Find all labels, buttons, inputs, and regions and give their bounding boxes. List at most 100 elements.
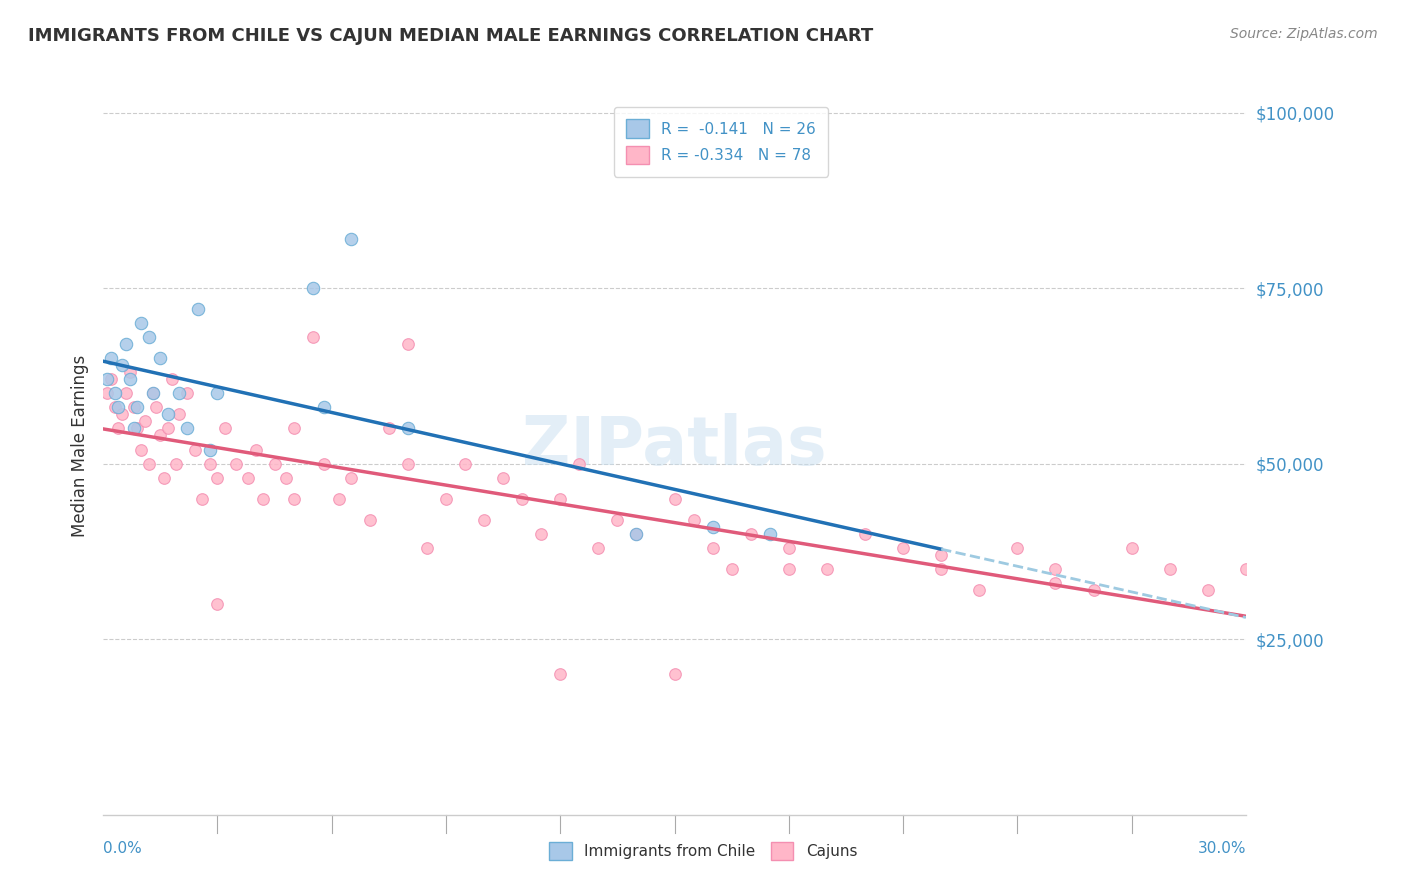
- Text: IMMIGRANTS FROM CHILE VS CAJUN MEDIAN MALE EARNINGS CORRELATION CHART: IMMIGRANTS FROM CHILE VS CAJUN MEDIAN MA…: [28, 27, 873, 45]
- Point: [252, 491, 274, 506]
- Point: [378, 421, 401, 435]
- Point: [225, 457, 247, 471]
- Point: [169, 408, 191, 422]
- Point: [434, 491, 457, 506]
- Point: [929, 562, 952, 576]
- Point: [740, 526, 762, 541]
- Point: [548, 491, 571, 506]
- Point: [115, 337, 138, 351]
- Legend: Immigrants from Chile, Cajuns: Immigrants from Chile, Cajuns: [543, 836, 863, 866]
- Point: [720, 562, 742, 576]
- Point: [111, 358, 134, 372]
- Point: [107, 421, 129, 435]
- Point: [176, 386, 198, 401]
- Point: [149, 428, 172, 442]
- Point: [891, 541, 914, 555]
- Point: [207, 470, 229, 484]
- Point: [853, 526, 876, 541]
- Point: [530, 526, 553, 541]
- Y-axis label: Median Male Earnings: Median Male Earnings: [72, 355, 89, 537]
- Point: [312, 401, 335, 415]
- Point: [283, 491, 305, 506]
- Point: [183, 442, 205, 457]
- Point: [664, 491, 686, 506]
- Point: [626, 526, 648, 541]
- Point: [156, 421, 179, 435]
- Point: [198, 442, 221, 457]
- Point: [129, 442, 152, 457]
- Point: [274, 470, 297, 484]
- Point: [1083, 582, 1105, 597]
- Point: [588, 541, 610, 555]
- Point: [198, 457, 221, 471]
- Point: [778, 562, 800, 576]
- Point: [96, 372, 118, 386]
- Point: [118, 372, 141, 386]
- Point: [191, 491, 214, 506]
- Point: [626, 526, 648, 541]
- Point: [122, 401, 145, 415]
- Text: Source: ZipAtlas.com: Source: ZipAtlas.com: [1230, 27, 1378, 41]
- Point: [778, 541, 800, 555]
- Point: [245, 442, 267, 457]
- Point: [134, 414, 156, 428]
- Point: [472, 513, 495, 527]
- Point: [1197, 582, 1219, 597]
- Point: [214, 421, 236, 435]
- Point: [339, 470, 361, 484]
- Point: [207, 386, 229, 401]
- Point: [664, 667, 686, 681]
- Point: [1234, 562, 1257, 576]
- Point: [107, 401, 129, 415]
- Point: [606, 513, 628, 527]
- Text: ZIPatlas: ZIPatlas: [522, 413, 827, 479]
- Point: [929, 548, 952, 562]
- Point: [682, 513, 704, 527]
- Point: [263, 457, 285, 471]
- Point: [169, 386, 191, 401]
- Point: [207, 597, 229, 611]
- Point: [328, 491, 350, 506]
- Point: [103, 401, 125, 415]
- Point: [122, 421, 145, 435]
- Point: [492, 470, 515, 484]
- Point: [127, 401, 149, 415]
- Point: [454, 457, 477, 471]
- Text: 0.0%: 0.0%: [103, 841, 142, 856]
- Point: [138, 457, 160, 471]
- Point: [1045, 575, 1067, 590]
- Point: [1121, 541, 1143, 555]
- Point: [510, 491, 533, 506]
- Point: [1159, 562, 1181, 576]
- Point: [1007, 541, 1029, 555]
- Point: [236, 470, 259, 484]
- Point: [160, 372, 183, 386]
- Point: [312, 457, 335, 471]
- Point: [416, 541, 439, 555]
- Point: [100, 372, 122, 386]
- Point: [815, 562, 838, 576]
- Point: [145, 401, 167, 415]
- Point: [568, 457, 591, 471]
- Point: [115, 386, 138, 401]
- Point: [548, 667, 571, 681]
- Point: [127, 421, 149, 435]
- Point: [111, 408, 134, 422]
- Point: [129, 316, 152, 330]
- Point: [96, 386, 118, 401]
- Point: [301, 330, 323, 344]
- Point: [153, 470, 176, 484]
- Point: [142, 386, 165, 401]
- Point: [702, 541, 724, 555]
- Point: [165, 457, 187, 471]
- Point: [149, 351, 172, 366]
- Point: [758, 526, 780, 541]
- Point: [138, 330, 160, 344]
- Point: [301, 281, 323, 295]
- Point: [176, 421, 198, 435]
- Point: [118, 365, 141, 379]
- Point: [702, 520, 724, 534]
- Point: [339, 232, 361, 246]
- Point: [142, 386, 165, 401]
- Point: [359, 513, 381, 527]
